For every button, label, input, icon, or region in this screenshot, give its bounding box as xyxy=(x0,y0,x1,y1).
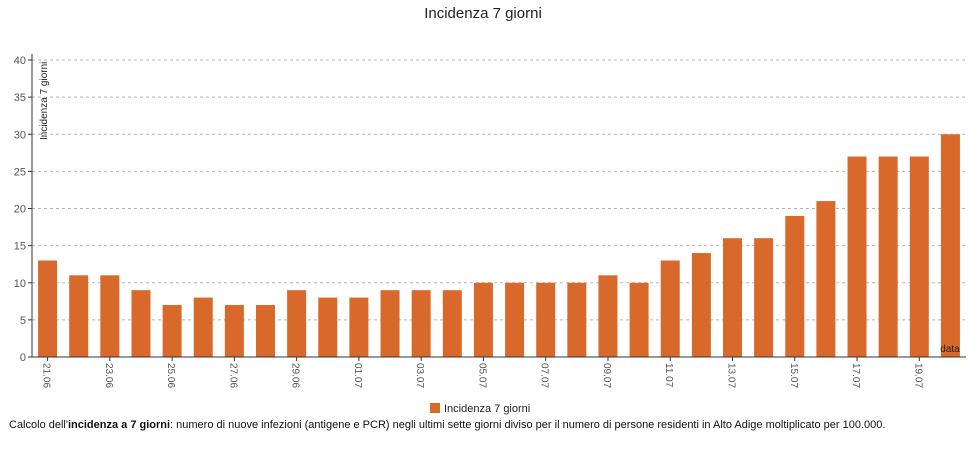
bar[interactable] xyxy=(691,253,711,357)
bar[interactable] xyxy=(256,305,275,357)
bar[interactable] xyxy=(816,201,836,357)
x-tick-label: 05.07 xyxy=(476,363,487,388)
x-tick-label: 27.06 xyxy=(227,363,238,388)
bar[interactable] xyxy=(505,282,525,357)
bar[interactable] xyxy=(629,282,649,357)
y-axis-label: Incidenza 7 giorni xyxy=(39,62,50,140)
x-tick-label: 15.07 xyxy=(788,363,799,388)
bar[interactable] xyxy=(69,275,89,357)
x-tick-label: 11.07 xyxy=(663,363,674,388)
bar[interactable] xyxy=(131,290,151,357)
chart-title: Incidenza 7 giorni xyxy=(424,5,542,22)
x-axis-ticks: 21.06 23.06 25.06 27.06 29.06 01.07 03.07 05.07… xyxy=(41,357,923,388)
bar[interactable] xyxy=(567,282,587,357)
y-tick-label: 35 xyxy=(14,92,26,104)
bar[interactable] xyxy=(909,156,929,357)
bar[interactable] xyxy=(100,275,120,357)
chart-caption: Calcolo dell'incidenza a 7 giorni: numer… xyxy=(9,419,974,431)
bar[interactable] xyxy=(318,297,338,357)
y-tick-label: 30 xyxy=(14,129,26,141)
x-tick-label: 25.06 xyxy=(165,363,176,388)
caption-bold: incidenza a 7 giorni xyxy=(67,419,171,431)
bar[interactable] xyxy=(287,290,307,357)
bars xyxy=(38,134,960,357)
bar[interactable] xyxy=(598,275,618,357)
y-tick-label: 40 xyxy=(14,55,26,67)
y-tick-label: 20 xyxy=(14,204,26,216)
y-tick-label: 15 xyxy=(14,241,26,253)
bar[interactable] xyxy=(785,215,805,357)
x-axis-label: data xyxy=(940,344,960,355)
caption-prefix: Calcolo dell' xyxy=(9,419,68,431)
legend-swatch xyxy=(430,403,440,413)
x-tick-label: 29.06 xyxy=(290,363,301,388)
legend-label: Incidenza 7 giorni xyxy=(444,403,530,415)
bar[interactable] xyxy=(349,297,369,357)
x-tick-label: 23.06 xyxy=(103,363,114,388)
y-tick-label: 10 xyxy=(14,278,26,290)
caption-suffix: : numero di nuove infezioni (antigene e … xyxy=(170,419,886,431)
y-tick-label: 5 xyxy=(20,315,26,327)
bar[interactable] xyxy=(38,260,58,357)
bar[interactable] xyxy=(162,305,182,357)
x-tick-label: 03.07 xyxy=(414,363,425,388)
x-tick-label: 01.07 xyxy=(352,363,363,388)
bar[interactable] xyxy=(536,282,556,357)
y-tick-label: 0 xyxy=(20,352,26,364)
bar[interactable] xyxy=(193,297,213,357)
x-tick-label: 21.06 xyxy=(41,363,52,388)
x-tick-label: 17.07 xyxy=(850,363,861,388)
bar[interactable] xyxy=(380,290,400,357)
bar[interactable] xyxy=(754,238,774,357)
bar[interactable] xyxy=(723,238,742,357)
bar[interactable] xyxy=(940,134,960,357)
y-tick-label: 25 xyxy=(14,166,26,178)
bar[interactable] xyxy=(660,260,680,357)
bar[interactable] xyxy=(473,282,493,357)
x-tick-label: 13.07 xyxy=(726,363,737,388)
bar[interactable] xyxy=(411,290,431,357)
bar[interactable] xyxy=(224,305,244,357)
y-axis-ticks: 0 5 10 15 20 25 30 35 40 xyxy=(14,55,32,364)
x-tick-label: 07.07 xyxy=(539,363,550,388)
bar[interactable] xyxy=(442,290,462,357)
bar[interactable] xyxy=(847,156,867,357)
chart-container: Incidenza 7 giorni 0 5 10 15 20 25 30 35 40 21.0… xyxy=(14,5,966,415)
x-tick-label: 19.07 xyxy=(912,363,923,388)
bar-chart: Incidenza 7 giorni 0 5 10 15 20 25 30 35 40 21.0… xyxy=(14,5,966,415)
legend[interactable]: Incidenza 7 giorni xyxy=(430,403,530,415)
bar[interactable] xyxy=(878,156,898,357)
x-tick-label: 09.07 xyxy=(601,363,612,388)
